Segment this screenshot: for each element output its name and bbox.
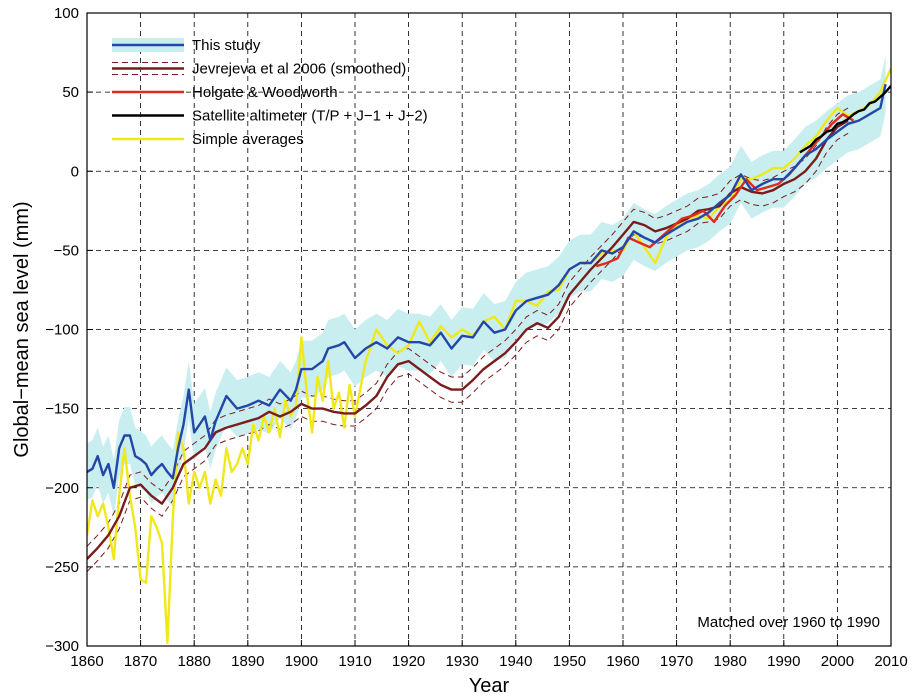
axis-ticks: 1860 1870 1880 1890 1900 1910 1920 1930 1940 1950…: [45, 5, 907, 670]
y-tick-label: −300: [45, 638, 79, 655]
y-tick-label: −200: [45, 480, 79, 497]
x-tick-label: 1880: [178, 653, 211, 670]
x-tick-label: 1910: [338, 653, 371, 670]
series-layer: [87, 67, 891, 644]
y-tick-label: −100: [45, 322, 79, 339]
x-tick-label: 1940: [499, 653, 532, 670]
y-tick-label: 50: [62, 84, 79, 101]
x-axis-label: Year: [469, 675, 510, 697]
y-tick-label: 100: [54, 5, 79, 22]
jevrejeva-upper-envelope: [87, 107, 849, 547]
x-tick-label: 1950: [553, 653, 586, 670]
x-tick-label: 1870: [124, 653, 157, 670]
legend-label: Simple averages: [192, 131, 304, 148]
legend-label: Jevrejeva et al 2006 (smoothed): [192, 61, 406, 78]
y-tick-label: −150: [45, 401, 79, 418]
x-tick-label: 1930: [446, 653, 479, 670]
this-study-line: [87, 83, 887, 489]
y-tick-label: 0: [71, 163, 79, 180]
x-tick-label: 1900: [285, 653, 318, 670]
satellite-altimeter-line: [799, 85, 891, 154]
x-tick-label: 1970: [660, 653, 693, 670]
x-tick-label: 1990: [767, 653, 800, 670]
holgate-woodworth-line: [595, 113, 855, 268]
legend: This study Jevrejeva et al 2006 (smoothed…: [112, 37, 428, 148]
x-tick-label: 1960: [606, 653, 639, 670]
jevrejeva-line: [87, 119, 849, 560]
y-tick-label: −50: [54, 242, 79, 259]
y-tick-label: −250: [45, 559, 79, 576]
legend-label: Satellite altimeter (T/P + J−1 + J−2): [192, 108, 428, 125]
x-tick-label: 2010: [874, 653, 907, 670]
x-tick-label: 1890: [231, 653, 264, 670]
legend-label: This study: [192, 37, 261, 54]
y-axis-label: Global−mean sea level (mm): [11, 201, 33, 457]
x-tick-label: 1980: [714, 653, 747, 670]
x-tick-label: 1860: [70, 653, 103, 670]
annotation: Matched over 1960 to 1990: [697, 614, 880, 631]
x-tick-label: 1920: [392, 653, 425, 670]
x-tick-label: 2000: [821, 653, 854, 670]
jevrejeva-lower-envelope: [87, 132, 849, 572]
legend-label: Holgate & Woodworth: [192, 84, 338, 101]
